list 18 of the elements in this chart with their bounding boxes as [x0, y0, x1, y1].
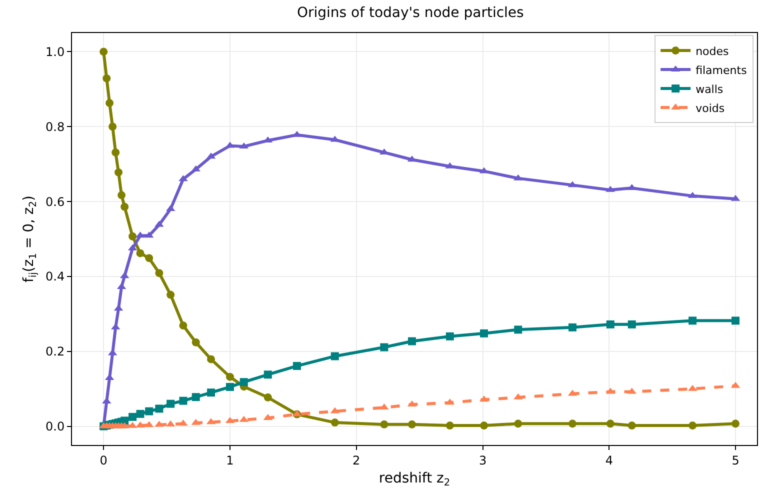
legend-label: nodes: [696, 44, 730, 58]
legend-label: voids: [696, 102, 725, 115]
x-tick-label: 1: [226, 453, 234, 468]
y-tick-label: 0.2: [46, 344, 65, 359]
x-axis-title: redshift z$_{2}$: [378, 470, 450, 489]
x-tick-label: 0: [100, 453, 108, 468]
y-tick-label: 0.8: [46, 120, 65, 134]
y-tick-label: 0.6: [46, 194, 65, 209]
x-tick-label: 2: [352, 453, 360, 468]
chart-title: Origins of today's node particles: [296, 5, 524, 22]
y-tick-label: 0.4: [46, 270, 65, 284]
x-tick-label: 5: [732, 453, 740, 468]
legend-label: walls: [696, 82, 724, 96]
y-tick-label: 0.0: [46, 419, 65, 434]
x-tick-label: 3: [478, 453, 487, 468]
y-tick-label: 1.0: [46, 44, 65, 59]
x-tick-label: 4: [605, 453, 613, 468]
legend-label: filaments: [696, 64, 748, 77]
